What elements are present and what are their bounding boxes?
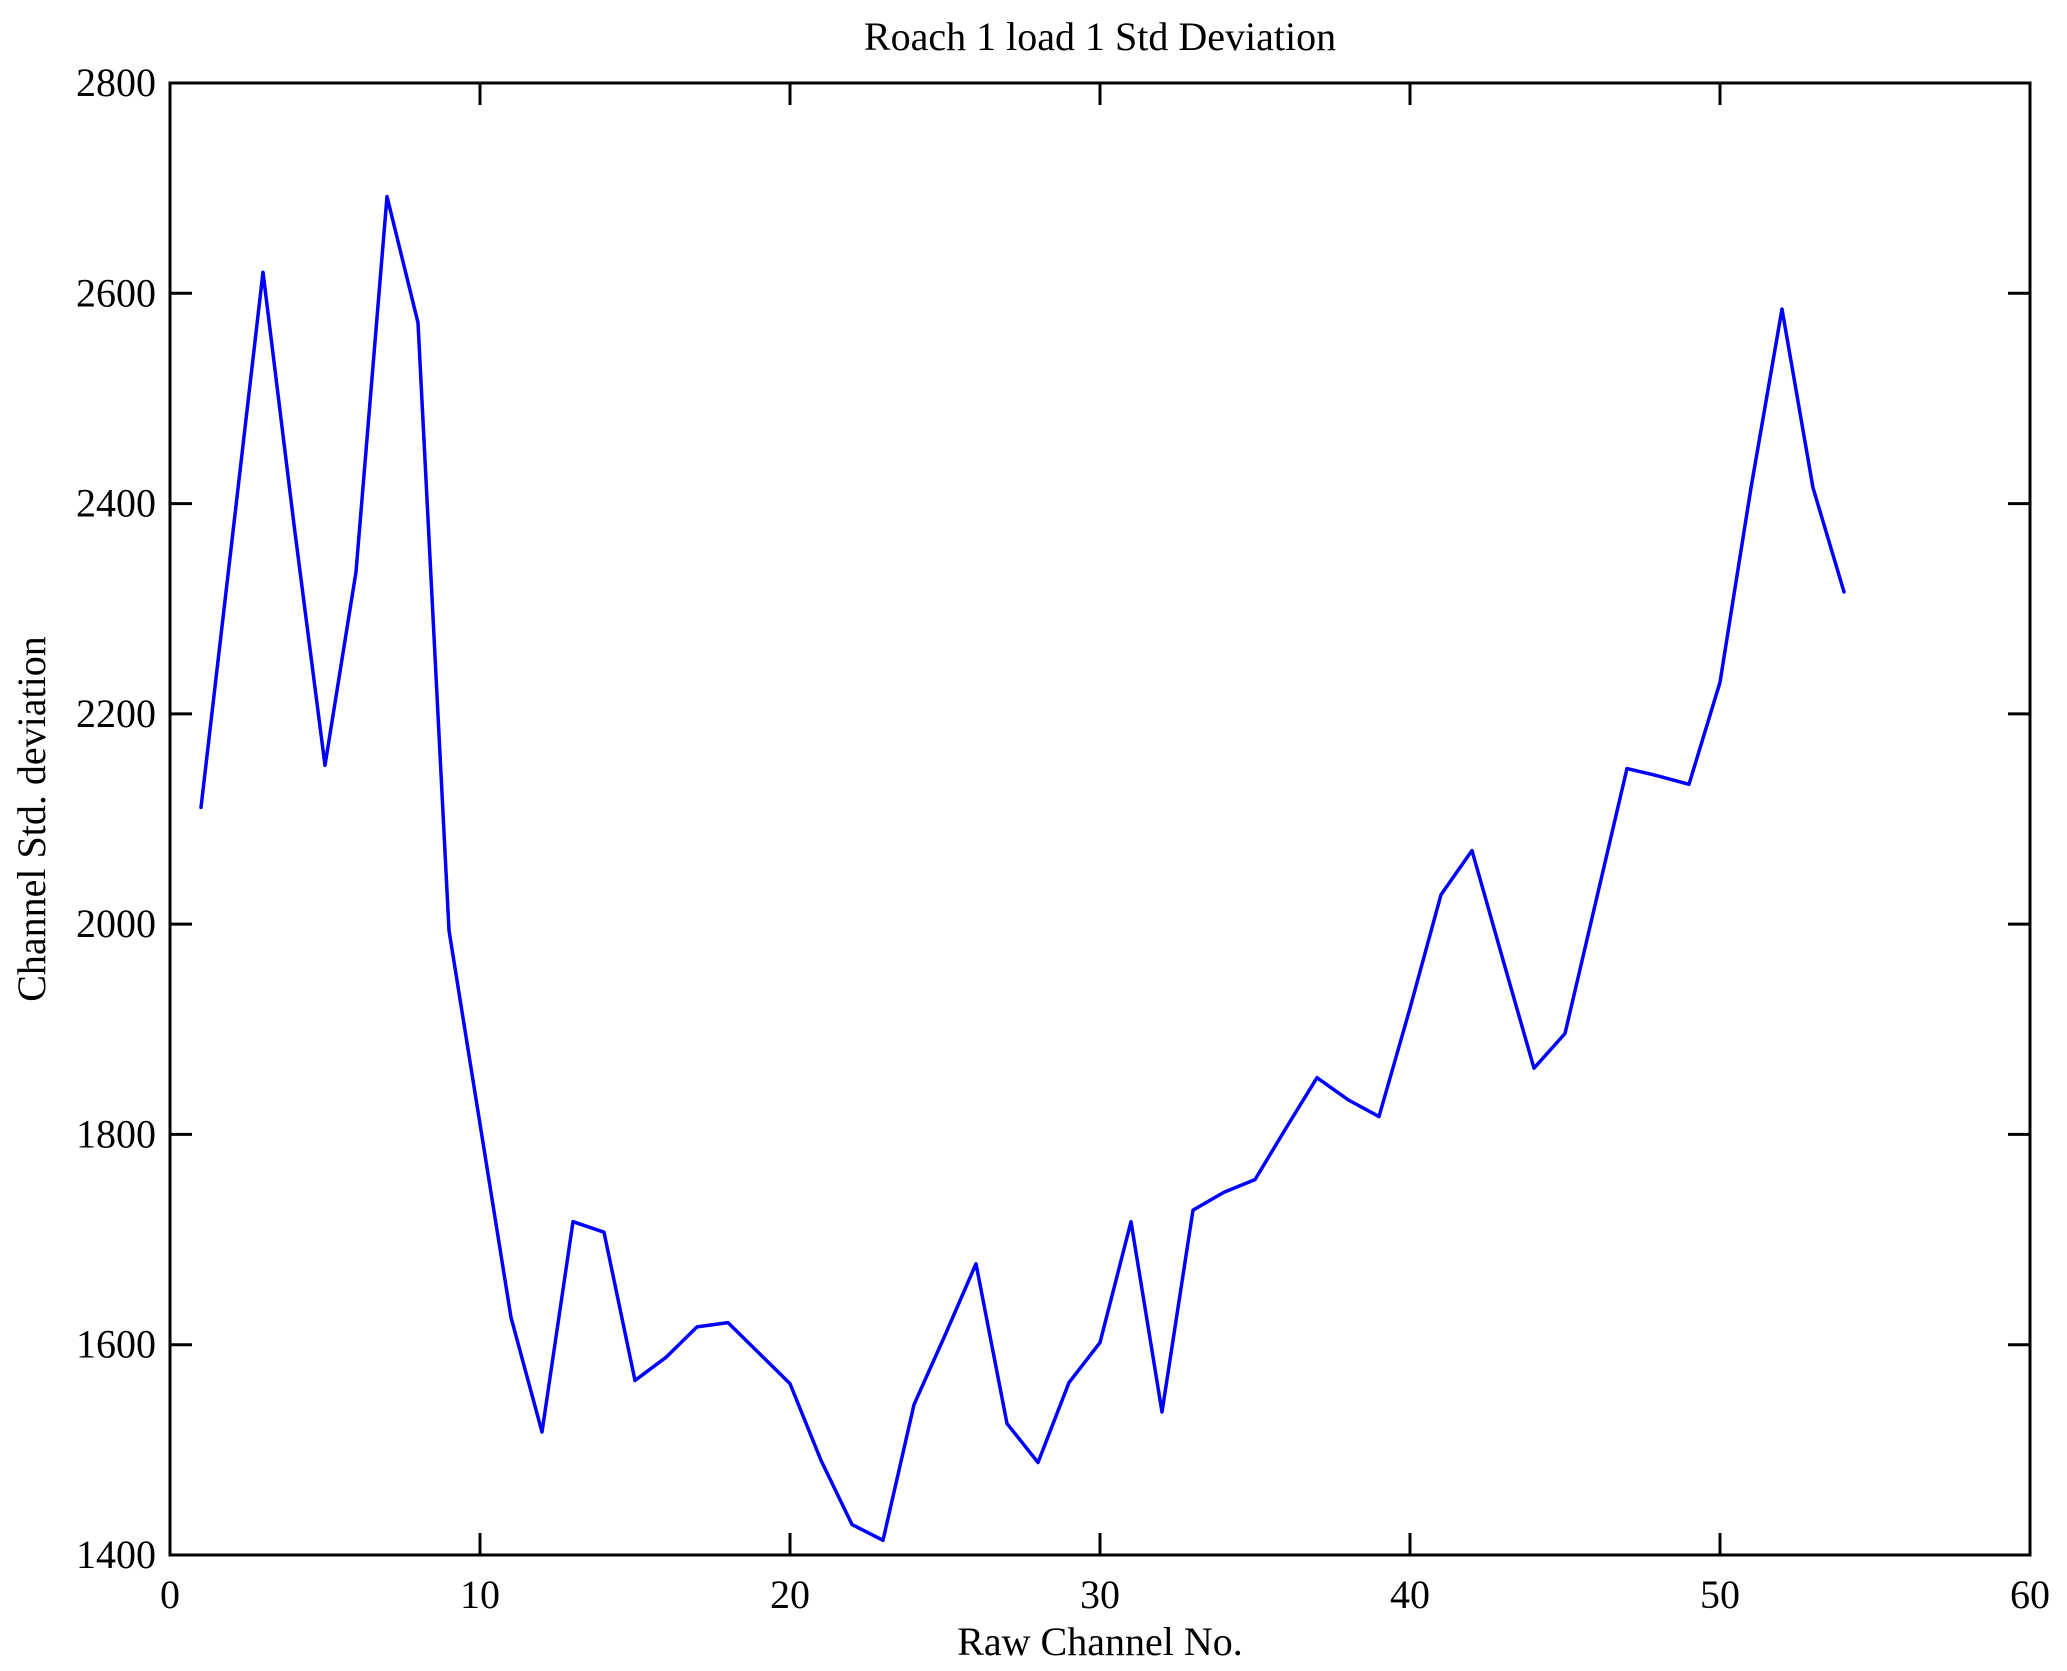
data-line <box>199 194 1846 1543</box>
y-tick-label: 2200 <box>76 691 156 736</box>
x-tick-label: 60 <box>2010 1572 2050 1617</box>
axes-box <box>168 81 2032 1557</box>
x-tick-label: 20 <box>770 1572 810 1617</box>
x-axis-label: Raw Channel No. <box>957 1619 1243 1664</box>
y-tick-label: 2600 <box>76 270 156 315</box>
x-tick-label: 40 <box>1390 1572 1430 1617</box>
y-tick-label: 1400 <box>76 1532 156 1577</box>
plot-area: 0 10 20 30 40 50 60 1400 1600 1800 2000 2200 2400 260… <box>76 60 2050 1617</box>
chart-title: Roach 1 load 1 Std Deviation <box>864 14 1336 59</box>
y-tick-label: 1600 <box>76 1322 156 1367</box>
x-tick-label: 0 <box>160 1572 180 1617</box>
y-tick-label: 2000 <box>76 901 156 946</box>
x-tick-label: 30 <box>1080 1572 1120 1617</box>
y-tick-label: 1800 <box>76 1111 156 1156</box>
y-tick-label: 2400 <box>76 481 156 526</box>
y-tick-label: 2800 <box>76 60 156 105</box>
y-axis-label: Channel Std. deviation <box>9 636 54 1002</box>
x-tick-label: 10 <box>460 1572 500 1617</box>
x-tick-label: 50 <box>1700 1572 1740 1617</box>
